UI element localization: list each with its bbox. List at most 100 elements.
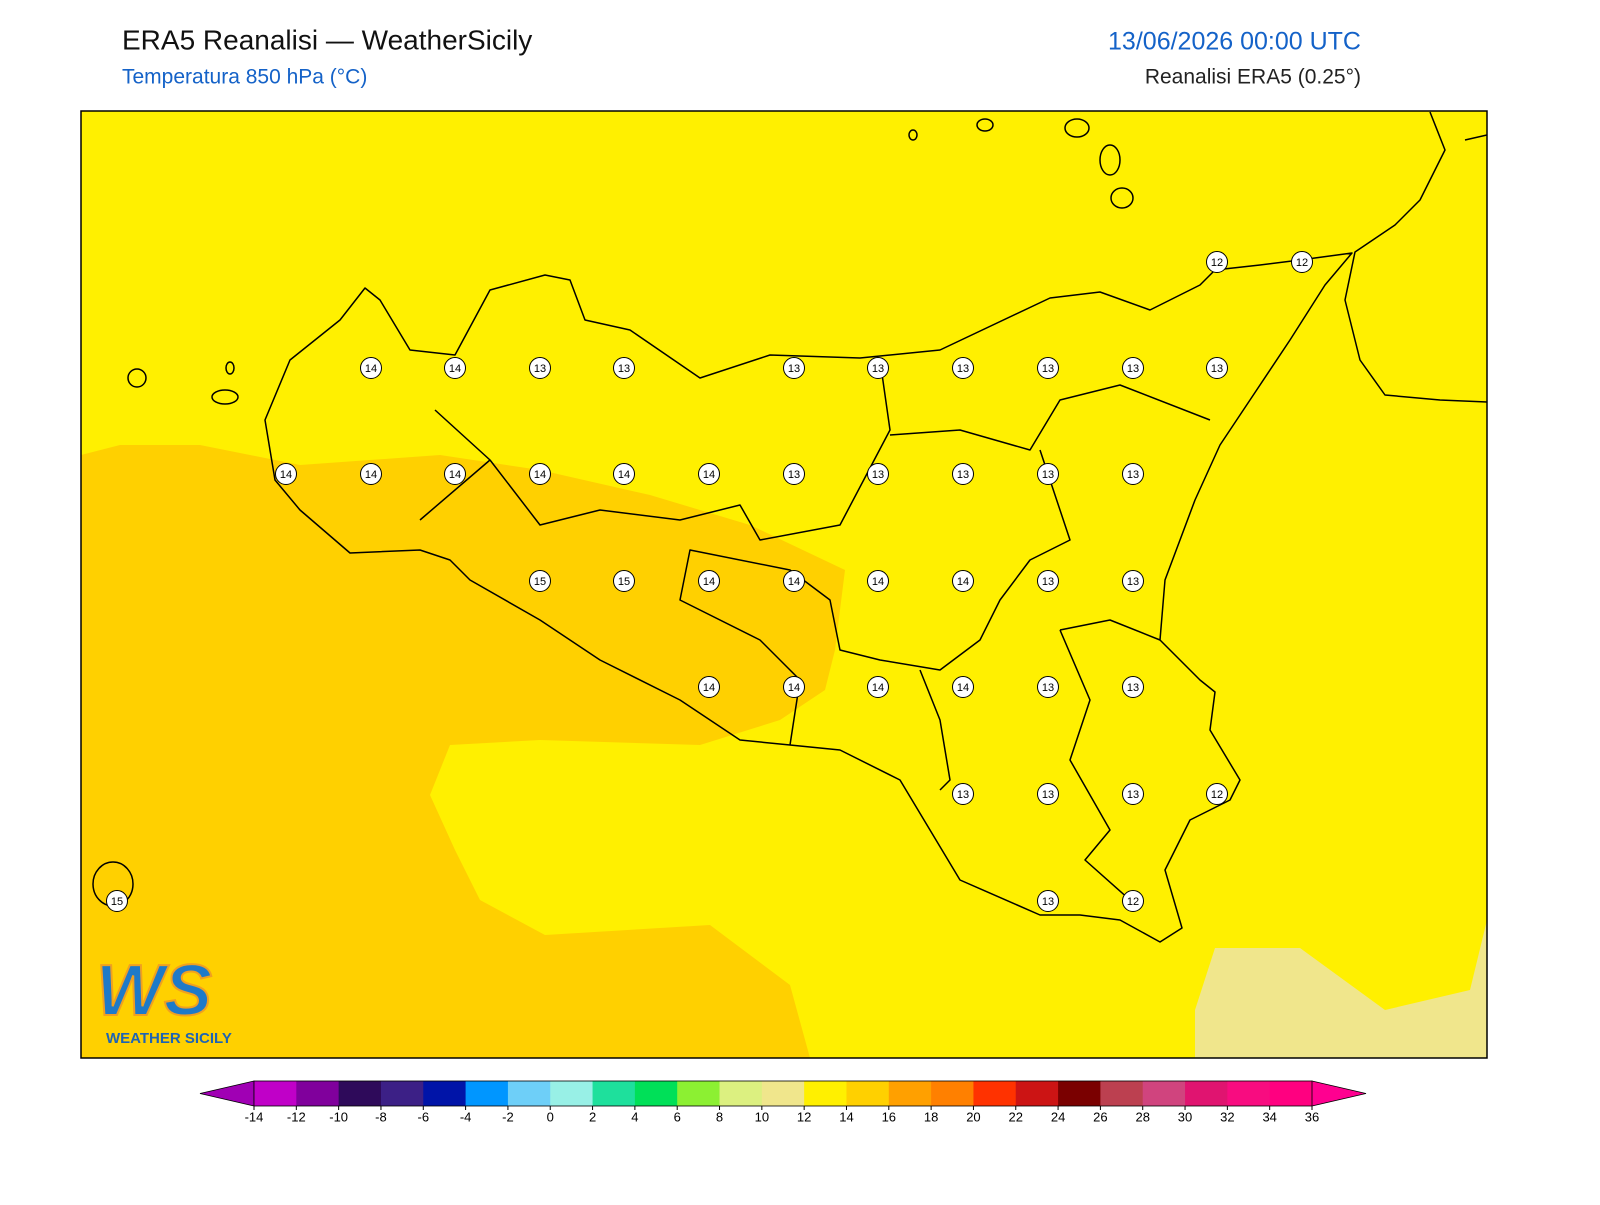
colorbar-tick-label: 8: [716, 1109, 723, 1124]
colorbar-tick-label: -8: [375, 1109, 387, 1124]
island: [225, 361, 235, 375]
map: 12 12 14 14 13 13 13 13 13 13 13 13 14 14 14 14 14 14 13 13…: [81, 111, 1487, 1058]
colorbar-tick-label: 0: [547, 1109, 554, 1124]
coastline: [1344, 111, 1487, 403]
grid-label: 13: [1127, 363, 1139, 375]
grid-label-marker: [783, 463, 805, 485]
colorbar-tick-label: 10: [755, 1109, 769, 1124]
colorbar-bin: [1185, 1081, 1228, 1106]
island: [1099, 144, 1121, 176]
grid-label-marker: [360, 357, 382, 379]
grid-label-marker: [529, 357, 551, 379]
colorbar-tick-label: 16: [882, 1109, 896, 1124]
grid-label: 13: [1127, 682, 1139, 694]
grid-label: 14: [788, 682, 800, 694]
colorbar-tick-label: 36: [1305, 1109, 1319, 1124]
map-frame: [80, 110, 1488, 1059]
grid-label: 14: [449, 469, 461, 481]
grid-label-marker: [1037, 570, 1059, 592]
colorbar-bin: [846, 1081, 890, 1106]
grid-label-marker: [1206, 357, 1228, 379]
title: ERA5 Reanalisi — WeatherSicily: [122, 24, 532, 55]
grid-label-marker: [1037, 890, 1059, 912]
grid-label: 13: [1042, 682, 1054, 694]
colorbar-bin: [296, 1081, 340, 1106]
grid-label-marker: [613, 570, 635, 592]
logo-text: WEATHER SICILY: [106, 1030, 232, 1047]
colorbar-frame: [253, 1080, 1313, 1107]
grid-label: 14: [534, 469, 546, 481]
colorbar-tick-label: 34: [1262, 1109, 1276, 1124]
colorbar-bin: [338, 1081, 382, 1106]
grid-label: 14: [449, 363, 461, 375]
grid-label-marker: [698, 463, 720, 485]
grid-label: 14: [872, 682, 884, 694]
colorbar-bin: [550, 1081, 594, 1106]
grid-label-marker: [698, 676, 720, 698]
colorbar-under: [199, 1080, 255, 1107]
colorbar-tick-label: 26: [1093, 1109, 1107, 1124]
grid-label: 14: [618, 469, 630, 481]
grid-label: 13: [872, 469, 884, 481]
grid-label: 15: [618, 576, 630, 588]
source: Reanalisi ERA5 (0.25°): [1145, 66, 1361, 89]
grid-label-marker: [783, 357, 805, 379]
grid-label: 14: [703, 469, 715, 481]
colorbar-bin: [973, 1081, 1017, 1106]
grid-label-marker: [529, 463, 551, 485]
grid-label-marker: [783, 570, 805, 592]
grid-label-marker: [1122, 676, 1144, 698]
grid-label: 13: [1042, 363, 1054, 375]
colorbar-bin: [719, 1081, 763, 1106]
grid-label-marker: [783, 676, 805, 698]
colorbar-tick-label: 22: [1009, 1109, 1023, 1124]
grid-label: 13: [618, 363, 630, 375]
colorbar-tick-label: 32: [1220, 1109, 1234, 1124]
colorbar: -14 -12 -10 -8 -6 -4 -2 0 2 4 6 8 10 12 14 16 18 20 22 24 26…: [199, 1080, 1367, 1124]
grid-label-marker: [952, 676, 974, 698]
grid-label-marker: [613, 463, 635, 485]
colorbar-tick-label: 24: [1051, 1109, 1065, 1124]
date: 13/06/2026 00:00 UTC: [1108, 28, 1361, 56]
grid-label: 14: [957, 576, 969, 588]
grid-label: 13: [1042, 896, 1054, 908]
colorbar-tick-label: 20: [966, 1109, 980, 1124]
colorbar-bin: [804, 1081, 847, 1106]
colorbar-bin: [1269, 1081, 1313, 1106]
grid-label-marker: [1206, 783, 1228, 805]
grid-label: 14: [365, 469, 377, 481]
colorbar-bin: [761, 1081, 805, 1106]
grid-label-marker: [275, 463, 297, 485]
grid-label-marker: [1037, 783, 1059, 805]
grid-label-marker: [867, 676, 889, 698]
grid-label: 14: [703, 576, 715, 588]
grid-label: 13: [788, 469, 800, 481]
grid-label-marker: [952, 783, 974, 805]
colorbar-tick-label: 12: [797, 1109, 811, 1124]
grid-label: 14: [957, 682, 969, 694]
coastline: [264, 252, 1353, 943]
grid-label-marker: [1206, 251, 1228, 273]
grid-label-marker: [952, 357, 974, 379]
grid-label: 15: [111, 896, 123, 908]
grid-label-marker: [952, 570, 974, 592]
grid-labels: 12 12 14 14 13 13 13 13 13 13 13 13 14 14 14 14 14 14 13 13…: [106, 251, 1313, 912]
grid-label-marker: [1122, 890, 1144, 912]
grid-label: 14: [703, 682, 715, 694]
subtitle: Temperatura 850 hPa (°C): [122, 66, 367, 89]
grid-label-marker: [529, 570, 551, 592]
grid-label: 13: [1211, 363, 1223, 375]
colorbar-tick-label: 18: [924, 1109, 938, 1124]
colorbar-bin: [888, 1081, 932, 1106]
colorbar-bin: [380, 1081, 424, 1106]
grid-label: 13: [1127, 576, 1139, 588]
grid-label: 12: [1211, 789, 1223, 801]
island: [127, 368, 147, 388]
colorbar-bin: [465, 1081, 509, 1106]
grid-label-marker: [1037, 463, 1059, 485]
grid-label: 13: [788, 363, 800, 375]
island: [908, 129, 918, 141]
colorbar-bin: [677, 1081, 721, 1106]
colorbar-bin: [931, 1081, 974, 1106]
